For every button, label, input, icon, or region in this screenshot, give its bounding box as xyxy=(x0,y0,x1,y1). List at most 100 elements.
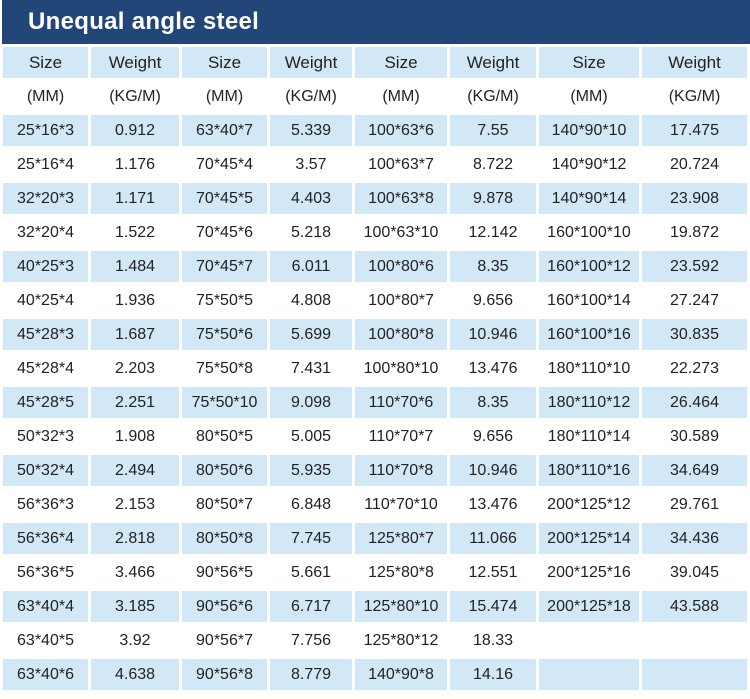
weight-unit-header: (KG/M) xyxy=(270,81,352,112)
size-cell: 63*40*6 xyxy=(3,659,88,690)
weight-cell: 9.098 xyxy=(270,387,352,418)
weight-cell xyxy=(642,625,747,656)
weight-cell: 6.011 xyxy=(270,251,352,282)
table-row: 45*28*3 1.687 75*50*6 5.699 100*80*8 10.946 16… xyxy=(3,319,747,350)
size-header: Size xyxy=(355,47,447,78)
size-cell: 180*110*12 xyxy=(539,387,639,418)
size-cell: 50*32*3 xyxy=(3,421,88,452)
weight-cell: 15.474 xyxy=(450,591,536,622)
weight-cell: 5.661 xyxy=(270,557,352,588)
size-cell: 200*125*14 xyxy=(539,523,639,554)
table-row: 40*25*3 1.484 70*45*7 6.011 100*80*6 8.35 160*… xyxy=(3,251,747,282)
weight-cell: 5.005 xyxy=(270,421,352,452)
weight-cell: 22.273 xyxy=(642,353,747,384)
weight-cell: 30.589 xyxy=(642,421,747,452)
page-title: Unequal angle steel xyxy=(28,8,260,35)
size-cell: 110*70*7 xyxy=(355,421,447,452)
weight-cell: 1.908 xyxy=(91,421,179,452)
table-row: 32*20*4 1.522 70*45*6 5.218 100*63*10 12.142 1… xyxy=(3,217,747,248)
size-cell: 50*32*4 xyxy=(3,455,88,486)
weight-cell: 43.588 xyxy=(642,591,747,622)
size-cell: 140*90*14 xyxy=(539,183,639,214)
size-cell: 125*80*12 xyxy=(355,625,447,656)
table-row: 45*28*5 2.251 75*50*10 9.098 110*70*6 8.35 180… xyxy=(3,387,747,418)
size-cell: 56*36*4 xyxy=(3,523,88,554)
weight-cell: 6.717 xyxy=(270,591,352,622)
size-cell: 200*125*18 xyxy=(539,591,639,622)
size-cell: 32*20*4 xyxy=(3,217,88,248)
weight-cell: 14.16 xyxy=(450,659,536,690)
weight-cell: 1.936 xyxy=(91,285,179,316)
size-cell: 80*50*5 xyxy=(182,421,267,452)
size-cell: 45*28*4 xyxy=(3,353,88,384)
title-bar: Unequal angle steel xyxy=(2,0,750,44)
weight-unit-header: (KG/M) xyxy=(450,81,536,112)
weight-cell xyxy=(642,659,747,690)
size-cell: 45*28*5 xyxy=(3,387,88,418)
weight-cell: 8.35 xyxy=(450,251,536,282)
size-cell: 70*45*7 xyxy=(182,251,267,282)
table-row: 63*40*5 3.92 90*56*7 7.756 125*80*12 18.33 xyxy=(3,625,747,656)
weight-cell: 10.946 xyxy=(450,319,536,350)
weight-cell: 2.818 xyxy=(91,523,179,554)
size-cell: 56*36*3 xyxy=(3,489,88,520)
weight-cell: 17.475 xyxy=(642,115,747,146)
weight-cell: 13.476 xyxy=(450,489,536,520)
size-cell: 70*45*5 xyxy=(182,183,267,214)
size-cell: 32*20*3 xyxy=(3,183,88,214)
size-cell: 140*90*8 xyxy=(355,659,447,690)
size-cell: 100*63*6 xyxy=(355,115,447,146)
weight-cell: 34.436 xyxy=(642,523,747,554)
table-row: 63*40*4 3.185 90*56*6 6.717 125*80*10 15.474 2… xyxy=(3,591,747,622)
size-cell: 160*100*10 xyxy=(539,217,639,248)
size-cell: 70*45*4 xyxy=(182,149,267,180)
size-cell: 125*80*10 xyxy=(355,591,447,622)
weight-cell: 1.171 xyxy=(91,183,179,214)
size-cell xyxy=(539,625,639,656)
weight-cell: 20.724 xyxy=(642,149,747,180)
size-cell: 110*70*10 xyxy=(355,489,447,520)
size-cell: 125*80*7 xyxy=(355,523,447,554)
weight-cell: 4.808 xyxy=(270,285,352,316)
table-row: 40*25*4 1.936 75*50*5 4.808 100*80*7 9.656 160… xyxy=(3,285,747,316)
weight-cell: 18.33 xyxy=(450,625,536,656)
size-header: Size xyxy=(182,47,267,78)
size-cell: 25*16*4 xyxy=(3,149,88,180)
size-cell: 100*63*8 xyxy=(355,183,447,214)
size-unit-header: (MM) xyxy=(182,81,267,112)
size-cell: 110*70*8 xyxy=(355,455,447,486)
size-unit-header: (MM) xyxy=(3,81,88,112)
size-cell: 80*50*8 xyxy=(182,523,267,554)
weight-cell: 5.699 xyxy=(270,319,352,350)
weight-cell: 23.592 xyxy=(642,251,747,282)
weight-cell: 3.466 xyxy=(91,557,179,588)
size-cell: 160*100*12 xyxy=(539,251,639,282)
table-row: 50*32*3 1.908 80*50*5 5.005 110*70*7 9.656 180… xyxy=(3,421,747,452)
size-cell: 90*56*8 xyxy=(182,659,267,690)
weight-cell: 9.656 xyxy=(450,285,536,316)
weight-cell: 5.339 xyxy=(270,115,352,146)
size-cell: 75*50*6 xyxy=(182,319,267,350)
weight-cell: 5.935 xyxy=(270,455,352,486)
weight-cell: 1.484 xyxy=(91,251,179,282)
size-cell: 100*80*7 xyxy=(355,285,447,316)
unequal-angle-steel-table: Size Weight Size Weight Size Weight Size Weight… xyxy=(0,44,750,693)
weight-cell: 12.142 xyxy=(450,217,536,248)
table-body: 25*16*3 0.912 63*40*7 5.339 100*63*6 7.55 140*… xyxy=(3,115,747,690)
size-cell: 90*56*6 xyxy=(182,591,267,622)
weight-cell: 1.522 xyxy=(91,217,179,248)
size-header: Size xyxy=(539,47,639,78)
size-cell: 90*56*7 xyxy=(182,625,267,656)
header-row-units: (MM) (KG/M) (MM) (KG/M) (MM) (KG/M) (MM) (KG/M) xyxy=(3,81,747,112)
table-row: 63*40*6 4.638 90*56*8 8.779 140*90*8 14.16 xyxy=(3,659,747,690)
weight-cell: 3.57 xyxy=(270,149,352,180)
size-cell: 45*28*3 xyxy=(3,319,88,350)
size-cell: 63*40*4 xyxy=(3,591,88,622)
size-cell: 200*125*12 xyxy=(539,489,639,520)
size-cell: 40*25*4 xyxy=(3,285,88,316)
size-cell: 80*50*7 xyxy=(182,489,267,520)
weight-cell: 2.494 xyxy=(91,455,179,486)
size-cell: 75*50*8 xyxy=(182,353,267,384)
weight-cell: 2.203 xyxy=(91,353,179,384)
